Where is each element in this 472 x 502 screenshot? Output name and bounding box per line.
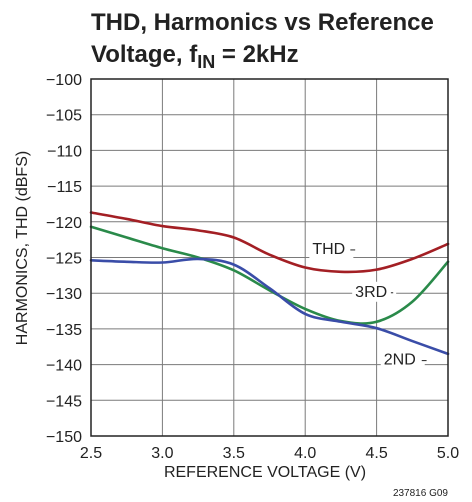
x-tick-labels: 2.5 3.0 3.5 4.0 4.5 5.0	[80, 445, 459, 462]
figure-code: 237816 G09	[393, 488, 448, 499]
y-tick-label: −140	[46, 358, 82, 375]
y-tick-label: −120	[46, 215, 82, 232]
x-tick-label: 4.0	[294, 445, 316, 462]
series-label-thd: THD	[312, 241, 345, 258]
series-line-thd	[89, 211, 450, 274]
y-tick-label: −145	[46, 393, 82, 410]
x-axis-title: REFERENCE VOLTAGE (V)	[164, 464, 366, 481]
grid	[90, 78, 449, 437]
y-tick-label: −135	[46, 322, 82, 339]
series-label-background	[380, 349, 425, 370]
chart-title-subscript: IN	[197, 52, 215, 72]
y-tick-label: −105	[46, 108, 82, 125]
series-group	[89, 211, 450, 356]
y-tick-label: −150	[46, 429, 82, 446]
x-tick-label: 3.5	[223, 445, 245, 462]
series-label-background	[352, 281, 397, 302]
series-line-3rd	[89, 225, 450, 325]
plot-frame	[90, 78, 449, 437]
y-axis-title: HARMONICS, THD (dBFS)	[14, 151, 31, 345]
series-line-2nd	[89, 257, 450, 356]
y-tick-label: −125	[46, 251, 82, 268]
series-labels: THD 3RD 2ND	[309, 238, 427, 370]
x-tick-label: 4.5	[365, 445, 387, 462]
chart-title-line2-suffix: = 2kHz	[215, 41, 298, 68]
y-tick-label: −115	[47, 179, 82, 196]
series-label-3rd: 3RD	[355, 284, 387, 301]
x-tick-label: 2.5	[80, 445, 102, 462]
x-tick-label: 3.0	[151, 445, 173, 462]
chart-title-line1: THD, Harmonics vs Reference	[91, 9, 434, 36]
chart-title-line2: Voltage, fIN = 2kHz	[91, 41, 299, 72]
series-label-background	[309, 238, 354, 259]
y-tick-label: −100	[46, 72, 82, 89]
chart-title-line2-prefix: Voltage, f	[91, 41, 198, 68]
y-tick-labels: −100 −105 −110 −115 −120 −125 −130 −135 −140 −145…	[46, 72, 82, 446]
y-tick-label: −130	[46, 286, 82, 303]
x-tick-label: 5.0	[437, 445, 459, 462]
series-label-2nd: 2ND	[384, 352, 416, 369]
y-tick-label: −110	[47, 143, 82, 160]
